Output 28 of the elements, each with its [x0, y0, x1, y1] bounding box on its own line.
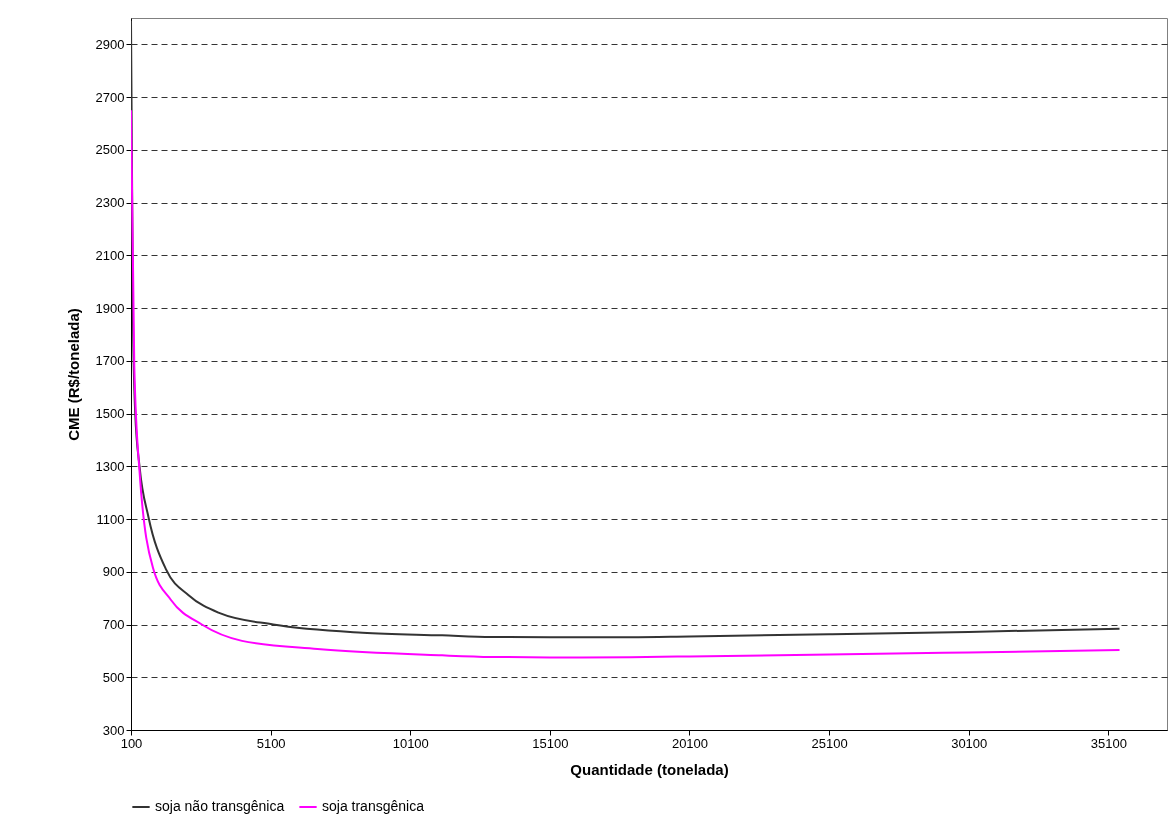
y-tick-label: 1500	[95, 406, 125, 422]
y-tick-label: 2700	[95, 89, 125, 105]
x-tick-label: 10100	[392, 735, 429, 751]
line-series	[131, 109, 1121, 659]
y-tick-label: 500	[102, 669, 125, 685]
y-tick-label: 2300	[95, 195, 125, 211]
y-tick-label: 2100	[95, 247, 125, 263]
y-tick-label: 2500	[95, 142, 125, 158]
x-tick-label: 5100	[256, 735, 286, 751]
x-tick-label: 30100	[951, 735, 988, 751]
x-tick-label: 20100	[671, 735, 709, 751]
x-axis-title: Quantidade (tonelada)	[570, 760, 729, 778]
y-tick-label: 900	[102, 564, 125, 580]
y-axis-title: CME (R$/tonelada)	[64, 308, 82, 441]
legend-label: soja não transgênica	[155, 798, 285, 814]
y-tick-label: 300	[102, 722, 125, 738]
x-tick-label: 25100	[811, 735, 848, 751]
y-tick-label: 1100	[96, 511, 125, 527]
y-tick-label: 1700	[95, 353, 125, 369]
x-tick-label: 100	[120, 735, 143, 751]
x-tick-label: 35100	[1090, 735, 1127, 751]
x-tick-label: 15100	[532, 735, 569, 751]
y-tick-label: 1300	[95, 458, 125, 474]
y-tick-label: 2900	[95, 36, 125, 52]
y-tick-label: 700	[102, 617, 125, 633]
legend-label: soja transgênica	[322, 798, 425, 814]
line-series	[131, 19, 1121, 639]
y-tick-label: 1900	[95, 300, 125, 316]
